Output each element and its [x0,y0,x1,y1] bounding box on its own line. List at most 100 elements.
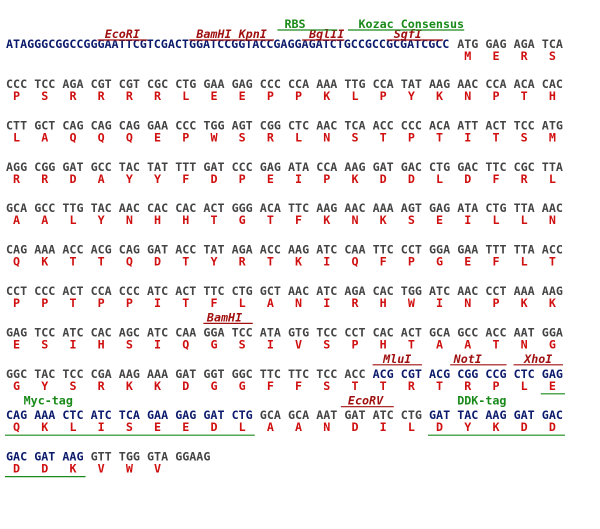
codon: ATC [429,284,450,298]
codon: ATC [91,408,112,422]
codon: ATG [457,37,478,51]
amino-acid: T [436,130,443,144]
amino-acid: F [380,255,387,269]
amino-acid: N [464,89,471,103]
enzyme-site: NotI [453,352,482,366]
amino-acid: S [126,337,133,351]
codon: CGG [34,160,55,174]
amino-acid: P [267,89,274,103]
codon: TTC [260,367,281,381]
amino-acid: L [239,296,246,310]
codon: GAA [147,118,168,132]
codon: GAT [203,408,224,422]
codon: ACA [429,118,450,132]
amino-acid: K [380,213,387,227]
amino-acid: K [41,420,48,434]
amino-acid: H [98,337,105,351]
amino-acid: D [182,379,189,393]
codon: CGT [401,367,422,381]
codon: AGA [62,77,83,91]
codon: CCA [288,77,309,91]
amino-acid: P [126,296,133,310]
codon: AAC [119,201,140,215]
codon: GCA [429,325,450,339]
codon: GTG [288,325,309,339]
amino-acid: H [380,337,387,351]
codon: GTA [147,450,168,464]
codon: TTT [175,160,196,174]
amino-acid: P [323,172,330,186]
amino-acid: R [521,172,529,186]
amino-acid: G [210,337,217,351]
codon: TTC [373,243,394,257]
amino-acid: H [182,213,189,227]
codon: CAC [542,77,563,91]
codon: GCC [91,160,112,174]
codon: ACT [203,201,224,215]
tag-label: RBS [284,17,305,31]
amino-acid: Q [182,337,189,351]
amino-acid: S [323,337,330,351]
codon: TTC [485,160,506,174]
amino-acid: L [351,89,358,103]
codon: CAG [119,243,140,257]
amino-acid: P [408,255,415,269]
amino-acid: D [380,172,387,186]
codon: GGAAG [175,450,210,464]
amino-acid: G [239,213,246,227]
enzyme-site: BglII [308,27,344,41]
codon: AAA [316,77,337,91]
amino-acid: R [464,379,472,393]
codon: CCC [175,118,196,132]
codon: CCC [119,284,140,298]
codon: GAT [62,160,83,174]
amino-acid: P [351,337,358,351]
codon: AGA [344,284,365,298]
codon: GAG [175,408,196,422]
codon: CCA [485,77,506,91]
amino-acid: T [98,255,105,269]
codon: ACT [401,325,422,339]
codon: ACA [260,201,281,215]
codon: TAT [147,160,168,174]
codon: TCA [344,118,365,132]
amino-acid: T [267,255,274,269]
amino-acid: K [69,462,76,476]
codon: TTG [344,77,365,91]
amino-acid: L [408,420,415,434]
amino-acid: N [126,213,133,227]
codon: GCC [457,325,478,339]
amino-acid: Y [210,255,217,269]
codon: CCC [6,77,27,91]
amino-acid: I [436,296,443,310]
codon: TGG [203,118,224,132]
codon: GAT [429,408,450,422]
amino-acid: I [154,337,161,351]
codon: AAA [514,284,535,298]
codon: GAG [429,201,450,215]
codon: GAG [485,37,506,51]
amino-acid: Q [13,420,20,434]
amino-acid: P [492,89,499,103]
codon: TAC [119,160,140,174]
amino-acid: D [521,420,528,434]
amino-acid: L [13,130,20,144]
codon: GAA [457,243,478,257]
amino-acid: Y [98,213,105,227]
codon: AAG [429,77,450,91]
amino-acid: A [98,172,105,186]
amino-acid: I [295,172,302,186]
enzyme-site: XhoI [523,352,552,366]
codon: CCT [344,325,365,339]
codon: CAC [373,284,394,298]
amino-acid: N [323,130,330,144]
amino-acid: A [267,420,274,434]
codon: ATA [288,160,309,174]
amino-acid: Y [464,420,471,434]
amino-acid: R [98,89,106,103]
codon: CAC [373,325,394,339]
codon: CAG [6,243,27,257]
amino-acid: T [182,255,189,269]
codon: AAG [119,367,140,381]
codon: CCT [401,243,422,257]
